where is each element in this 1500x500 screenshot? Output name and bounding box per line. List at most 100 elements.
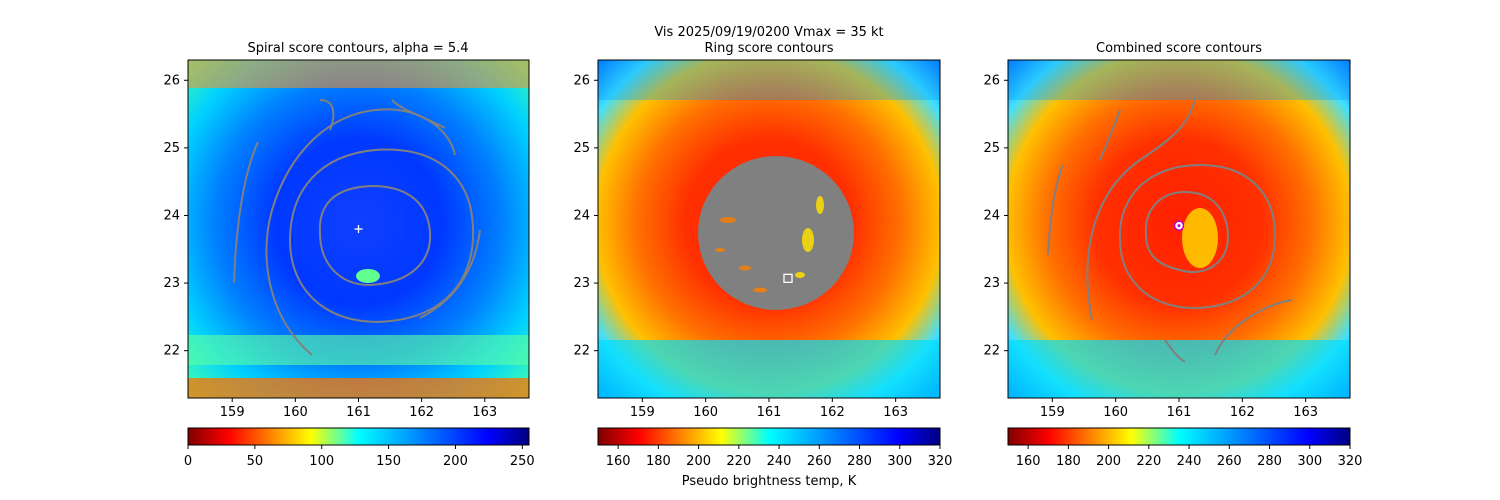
contour-line xyxy=(1118,163,1277,310)
y-tick-label: 23 xyxy=(163,276,180,291)
y-tick-label: 22 xyxy=(163,344,180,359)
x-tick-label: 161 xyxy=(757,405,782,420)
colorbar-tick-label: 240 xyxy=(1177,454,1202,469)
colorbar-tick-label: 50 xyxy=(247,454,264,469)
colorbar-tick-label: 300 xyxy=(887,454,912,469)
colorbar-tick-label: 250 xyxy=(510,454,535,469)
colorbar-tick-label: 160 xyxy=(606,454,631,469)
colorbar-tick-label: 280 xyxy=(1257,454,1282,469)
contour-line xyxy=(1164,339,1186,363)
colorbar-tick-label: 160 xyxy=(1016,454,1041,469)
cloud-band-top xyxy=(1008,60,1350,100)
y-tick-label: 24 xyxy=(163,208,180,223)
y-tick-label: 24 xyxy=(983,208,1000,223)
contour-line xyxy=(1086,97,1196,321)
colorbar-tick-label: 100 xyxy=(309,454,334,469)
panel-title: Ring score contours xyxy=(704,41,833,56)
colorbar-tick-label: 180 xyxy=(646,454,671,469)
cloud-band-top xyxy=(188,60,529,88)
colorbar-tick-label: 320 xyxy=(928,454,953,469)
colorbar-tick-label: 200 xyxy=(1096,454,1121,469)
y-tick-label: 25 xyxy=(983,141,1000,156)
contour-line xyxy=(319,99,335,131)
center-square-marker xyxy=(783,273,793,283)
colorbar-tick-label: 320 xyxy=(1338,454,1363,469)
colorbar-tick-label: 260 xyxy=(807,454,832,469)
y-tick-label: 22 xyxy=(573,344,590,359)
colorbar-tick-label: 150 xyxy=(376,454,401,469)
cloud-band-top xyxy=(598,60,940,100)
colorbar-tick-label: 200 xyxy=(443,454,468,469)
ring-speckle xyxy=(715,217,767,293)
center-circle-dot xyxy=(1177,224,1181,228)
cloud-band-bottom xyxy=(188,335,529,365)
panel-ring: Ring score contours 159 160 161 162 163 22 23 2… xyxy=(573,41,952,489)
y-tick-label: 26 xyxy=(983,73,1000,88)
contour-line xyxy=(288,148,475,323)
x-tick-label: 160 xyxy=(283,405,308,420)
y-tick-label: 26 xyxy=(573,73,590,88)
y-tick-label: 26 xyxy=(163,73,180,88)
ring-speckle xyxy=(795,196,824,278)
colorbar-tick-label: 220 xyxy=(1136,454,1161,469)
contour-line xyxy=(391,99,446,129)
panel-spiral: Spiral score contours, alpha = 5.4 159 16… xyxy=(163,41,534,469)
y-tick-label: 25 xyxy=(573,141,590,156)
x-tick-label: 161 xyxy=(346,405,371,420)
center-marker xyxy=(354,225,363,233)
contour-line xyxy=(1099,109,1121,161)
contour-line xyxy=(419,229,481,319)
y-tick-label: 25 xyxy=(163,141,180,156)
contour-line xyxy=(318,184,432,287)
x-tick-label: 159 xyxy=(1040,405,1065,420)
colorbar-tick-label: 0 xyxy=(184,454,192,469)
center-marker xyxy=(783,273,793,283)
contour-line xyxy=(233,141,259,284)
colorbar-tick-label: 280 xyxy=(847,454,872,469)
eye-feature xyxy=(356,269,380,283)
colorbar-tick-label: 260 xyxy=(1217,454,1242,469)
colorbar-ticks: 160 180 200 220 240 260 280 300 320 xyxy=(606,445,953,469)
x-tick-label: 163 xyxy=(883,405,908,420)
panel-title: Spiral score contours, alpha = 5.4 xyxy=(247,41,468,56)
colorbar-tick-label: 200 xyxy=(686,454,711,469)
contour-line xyxy=(1144,190,1230,273)
cloud-band-bottom xyxy=(598,340,940,398)
x-tick-label: 161 xyxy=(1167,405,1192,420)
x-tick-label: 159 xyxy=(220,405,245,420)
y-tick-label: 22 xyxy=(983,344,1000,359)
colorbar xyxy=(187,427,530,446)
axis-ticks: 159 160 161 162 163 22 23 24 25 26 xyxy=(573,73,908,420)
colorbar-tick-label: 180 xyxy=(1056,454,1081,469)
y-tick-label: 24 xyxy=(573,208,590,223)
panel-combined: Combined score contours 159 160 161 162 163 2… xyxy=(983,41,1362,469)
contour-line xyxy=(1214,299,1293,356)
colorbar xyxy=(597,427,941,446)
colorbar-ticks: 160 180 200 220 240 260 280 300 320 xyxy=(1016,445,1363,469)
x-tick-label: 162 xyxy=(1230,405,1255,420)
colorbar-tick-label: 300 xyxy=(1297,454,1322,469)
contour-group xyxy=(1047,97,1293,363)
x-tick-label: 160 xyxy=(1103,405,1128,420)
colorbar-label: Pseudo brightness temp, K xyxy=(682,474,857,489)
x-tick-label: 162 xyxy=(409,405,434,420)
x-tick-label: 162 xyxy=(820,405,845,420)
colorbar xyxy=(1007,427,1351,446)
colorbar-tick-label: 220 xyxy=(726,454,751,469)
contour-group xyxy=(233,99,481,356)
contour-line xyxy=(1047,164,1064,256)
y-tick-label: 23 xyxy=(573,276,590,291)
figure-suptitle: Vis 2025/09/19/0200 Vmax = 35 kt xyxy=(654,25,883,40)
x-tick-label: 163 xyxy=(472,405,497,420)
x-tick-label: 160 xyxy=(693,405,718,420)
cloud-band-bottom xyxy=(1008,340,1350,398)
eye-feature xyxy=(1182,208,1218,268)
axis-ticks: 159 160 161 162 163 22 23 24 25 26 xyxy=(983,73,1318,420)
center-marker xyxy=(1173,220,1185,231)
ring-mask xyxy=(698,156,854,310)
cloud-band-edge xyxy=(188,378,529,398)
y-tick-label: 23 xyxy=(983,276,1000,291)
colorbar-ticks: 0 50 100 150 200 250 xyxy=(184,445,535,469)
panel-title: Combined score contours xyxy=(1096,41,1262,56)
